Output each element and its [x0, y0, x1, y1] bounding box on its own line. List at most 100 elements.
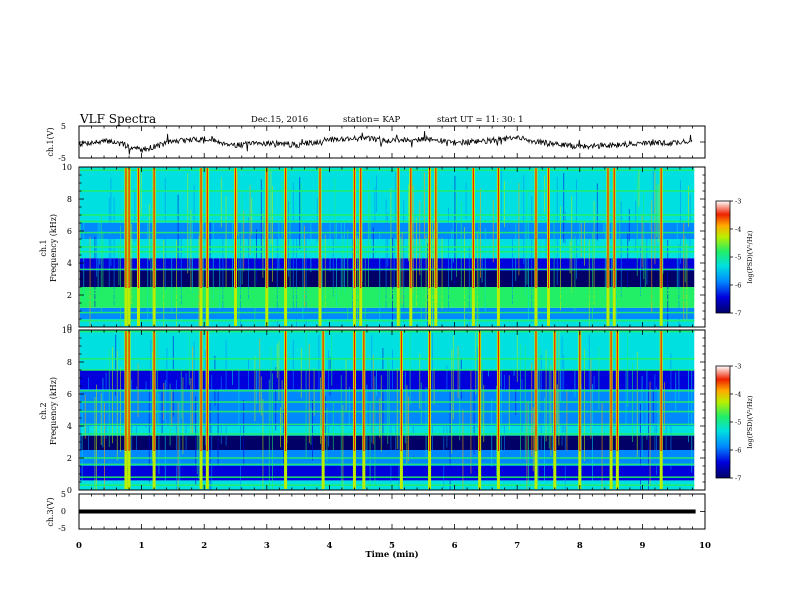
spectral-streak	[408, 184, 409, 262]
spectral-streak	[427, 243, 429, 327]
spectral-streak	[356, 235, 358, 324]
spectral-streak	[564, 404, 566, 490]
spectral-streak	[452, 335, 454, 420]
spectral-streak	[592, 384, 593, 490]
spectral-streak	[187, 173, 189, 274]
spectral-streak	[318, 334, 320, 407]
sferic-burst-core	[428, 331, 431, 451]
spectral-streak	[190, 209, 192, 290]
spectral-streak	[592, 231, 593, 327]
sferic-burst-core	[579, 331, 581, 451]
spectral-streak	[329, 197, 331, 272]
spectral-streak	[115, 334, 117, 396]
spectral-streak	[116, 350, 118, 461]
spectral-streak	[603, 180, 605, 233]
spectral-streak	[588, 239, 590, 327]
spectral-streak	[412, 185, 414, 294]
spectral-streak	[387, 355, 389, 445]
spectral-streak	[651, 200, 653, 312]
spectral-line	[80, 390, 695, 392]
spectral-streak	[108, 197, 110, 287]
spectral-streak	[329, 357, 331, 396]
spectral-line	[80, 369, 695, 371]
spectral-streak	[272, 185, 273, 282]
spectral-streak	[574, 335, 576, 397]
spectral-streak	[473, 389, 475, 455]
spectral-streak	[94, 236, 96, 307]
spectral-streak	[569, 240, 571, 274]
ch2-frequency-label: Frequency (kHz)	[49, 377, 58, 445]
spectral-band	[80, 287, 695, 308]
spectral-line	[80, 268, 695, 271]
spectral-line	[80, 169, 695, 171]
spectral-streak	[686, 244, 688, 320]
spectral-streak	[648, 386, 649, 490]
spectral-streak	[214, 355, 216, 406]
time-tick-label: 2	[201, 541, 207, 551]
spectral-streak	[590, 358, 592, 439]
spectral-streak	[656, 183, 657, 238]
no-data-strip	[694, 167, 705, 327]
spectral-streak	[481, 242, 483, 283]
ch2-spectrogram-panel: 0 2 4 6 8 10 ch.2 Frequency (kHz)	[39, 326, 706, 495]
spectral-band	[80, 435, 695, 450]
spectral-streak	[209, 400, 211, 490]
spectral-streak	[404, 371, 406, 444]
spectral-streak	[684, 236, 686, 283]
spectral-streak	[171, 245, 173, 314]
spectral-streak	[225, 196, 227, 288]
spectral-streak	[392, 238, 393, 327]
spectral-streak	[100, 214, 102, 313]
spectral-streak	[374, 376, 376, 488]
spectral-streak	[334, 178, 336, 244]
spectral-streak	[532, 407, 534, 472]
spectral-line	[80, 289, 695, 291]
spectral-streak	[496, 385, 497, 476]
spectral-streak	[396, 367, 398, 449]
ch3-ytick-0: 0	[61, 507, 66, 516]
sferic-burst-core	[479, 331, 481, 451]
time-tick-label: 9	[639, 541, 645, 551]
sferic-burst-core	[284, 331, 287, 451]
spectral-streak	[537, 362, 539, 484]
spectral-streak	[192, 173, 193, 294]
spectral-streak	[432, 332, 433, 457]
spectral-streak	[544, 175, 545, 213]
spectral-streak	[388, 362, 390, 424]
sferic-burst-core	[497, 331, 500, 451]
spectral-streak	[305, 236, 307, 327]
spectral-band	[80, 330, 695, 370]
colorbar-tick-label: -3	[735, 363, 741, 371]
spectral-streak	[180, 371, 182, 419]
spectral-streak	[491, 398, 493, 467]
spectral-streak	[150, 339, 152, 427]
spectral-streak	[451, 229, 453, 281]
spectral-streak	[465, 182, 467, 220]
spectral-streak	[281, 380, 283, 427]
spectral-streak	[574, 235, 576, 312]
freq-tick-label: 4	[67, 259, 72, 268]
spectral-streak	[196, 403, 198, 475]
station-label: station= KAP	[343, 115, 401, 125]
spectral-streak	[96, 384, 97, 490]
spectral-streak	[409, 331, 411, 406]
ch3-ylabel: ch.3(V)	[46, 497, 55, 526]
spectral-streak	[262, 399, 264, 490]
spectral-band	[80, 239, 695, 259]
sferic-burst-core	[153, 331, 155, 451]
spectral-streak	[328, 350, 329, 447]
sferic-burst-core	[410, 168, 412, 288]
freq-tick-label: 0	[67, 323, 72, 332]
spectral-streak	[257, 353, 259, 391]
spectral-streak	[304, 225, 305, 307]
spectral-band	[80, 191, 695, 223]
spectral-streak	[556, 384, 558, 425]
spectral-streak	[179, 402, 181, 490]
sferic-burst-core	[435, 168, 437, 288]
ch3-ytick-5: 5	[61, 490, 66, 499]
spectral-streak	[236, 172, 238, 236]
spectral-streak	[369, 194, 371, 253]
sferic-burst-core	[125, 168, 127, 288]
spectral-streak	[580, 222, 582, 258]
spectral-line	[80, 401, 695, 403]
